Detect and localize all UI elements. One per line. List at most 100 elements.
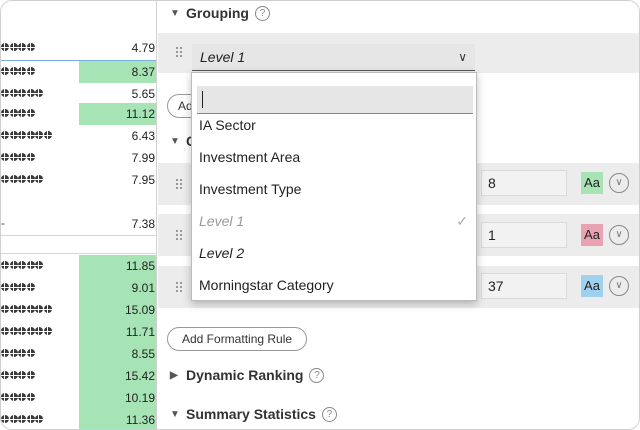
globe-icon (1, 89, 9, 97)
rule-value-input[interactable]: 37 (481, 273, 567, 299)
drag-handle-icon[interactable] (176, 230, 182, 240)
text-caret (202, 91, 203, 108)
sustainability-rating (1, 259, 44, 273)
globe-icon (9, 131, 18, 139)
globe-icon (9, 283, 18, 291)
globe-icon (26, 175, 35, 183)
collapse-triangle-icon: ▼ (170, 408, 180, 420)
sustainability-rating (1, 325, 52, 339)
table-cell-value: 11.85 (79, 255, 157, 277)
table-cell-value: 7.95 (131, 173, 155, 187)
globe-icon (26, 131, 35, 139)
table-row[interactable]: 8.37 (1, 61, 157, 83)
globe-icon (9, 109, 18, 117)
help-icon[interactable]: ? (255, 5, 270, 21)
row-marker: - (1, 216, 5, 230)
help-icon[interactable]: ? (309, 367, 325, 383)
dropdown-option[interactable]: Level 1 ✓ (192, 205, 476, 237)
drag-handle-icon[interactable] (176, 47, 182, 57)
sustainability-rating (1, 151, 35, 165)
globe-icon (35, 131, 43, 139)
table-row[interactable]: 7.95 (1, 169, 157, 191)
table-cell-value: 11.71 (79, 321, 157, 343)
chevron-down-icon[interactable]: ∨ (609, 225, 629, 245)
dropdown-search-input[interactable] (197, 86, 473, 114)
sustainability-rating (1, 87, 44, 101)
grid-divider (156, 1, 157, 429)
table-row[interactable]: 11.71 (1, 321, 157, 343)
drag-handle-icon[interactable] (176, 282, 182, 292)
drag-handle-icon[interactable] (176, 179, 182, 189)
sustainability-rating (1, 347, 35, 361)
text-style-swatch[interactable]: Aa (581, 275, 603, 297)
globe-icon (26, 393, 35, 401)
chevron-down-icon[interactable]: ∨ (609, 173, 629, 193)
dropdown-option[interactable]: IA Sector (192, 109, 476, 141)
dropdown-option[interactable]: Morningstar Category (192, 269, 476, 301)
globe-icon (18, 67, 26, 75)
text-style-swatch[interactable]: Aa (581, 172, 603, 194)
table-cell-value: 10.19 (79, 387, 157, 409)
table-row[interactable]: 6.43 (1, 125, 157, 147)
grouping-level-select[interactable]: Level 1 ∨ (192, 44, 475, 71)
dynamic-ranking-header[interactable]: ▶ Dynamic Ranking ? (170, 367, 325, 383)
table-row[interactable]: 9.01 (1, 277, 157, 299)
sustainability-rating (1, 107, 35, 121)
dropdown-option-label: Investment Type (199, 181, 302, 197)
rule-value-input[interactable]: 1 (481, 222, 567, 248)
table-row[interactable]: 11.36 (1, 409, 157, 429)
text-style-swatch[interactable]: Aa (581, 224, 603, 246)
globe-icon (43, 305, 52, 313)
globe-icon (18, 371, 26, 379)
dropdown-option-label: Morningstar Category (199, 277, 334, 293)
table-row[interactable]: 15.42 (1, 365, 157, 387)
add-formatting-rule-button[interactable]: Add Formatting Rule (167, 327, 308, 351)
globe-icon (1, 349, 9, 357)
table-row[interactable]: 8.55 (1, 343, 157, 365)
table-row[interactable]: 7.38 (1, 213, 157, 235)
sustainability-rating (1, 65, 35, 79)
table-row[interactable]: 7.99 (1, 147, 157, 169)
globe-icon (18, 153, 26, 161)
grouping-title: Grouping (186, 5, 249, 21)
globe-icon (18, 131, 26, 139)
globe-icon (9, 175, 18, 183)
table-cell-value: 4.79 (131, 41, 155, 55)
chevron-down-icon: ∨ (458, 50, 467, 64)
globe-icon (1, 43, 9, 51)
table-cell-value: 15.09 (79, 299, 157, 321)
table-cell-value: 5.65 (131, 87, 155, 101)
globe-icon (26, 305, 35, 313)
globe-icon (26, 109, 35, 117)
table-cell-value: 9.01 (79, 277, 157, 299)
summary-statistics-header[interactable]: ▼ Summary Statistics ? (170, 406, 337, 422)
dropdown-option-label: IA Sector (199, 117, 256, 133)
table-row[interactable]: 15.09 (1, 299, 157, 321)
table-row[interactable]: 4.79 (1, 37, 157, 59)
globe-icon (26, 67, 35, 75)
table-row[interactable]: 10.19 (1, 387, 157, 409)
globe-icon (9, 371, 18, 379)
table-row[interactable]: 11.85 (1, 255, 157, 277)
globe-icon (18, 415, 26, 423)
globe-icon (26, 43, 35, 51)
grouping-section-header[interactable]: ▼ Grouping ? (170, 5, 270, 21)
globe-icon (1, 305, 9, 313)
globe-icon (26, 327, 35, 335)
sustainability-rating (1, 173, 44, 187)
dropdown-option-label: Level 2 (199, 245, 245, 261)
dropdown-option[interactable]: Investment Area (192, 141, 476, 173)
rule-value-input[interactable]: 8 (481, 170, 567, 196)
help-icon[interactable]: ? (321, 406, 337, 422)
globe-icon (26, 153, 35, 161)
sustainability-rating (1, 41, 35, 55)
table-row[interactable]: 11.12 (1, 103, 157, 125)
table-row[interactable]: 5.65 (1, 83, 157, 105)
dropdown-option[interactable]: Level 2 (192, 237, 476, 269)
globe-icon (9, 327, 18, 335)
globe-icon (9, 349, 18, 357)
dropdown-option[interactable]: Investment Type (192, 173, 476, 205)
globe-icon (18, 393, 26, 401)
chevron-down-icon[interactable]: ∨ (609, 276, 629, 296)
globe-icon (35, 327, 43, 335)
